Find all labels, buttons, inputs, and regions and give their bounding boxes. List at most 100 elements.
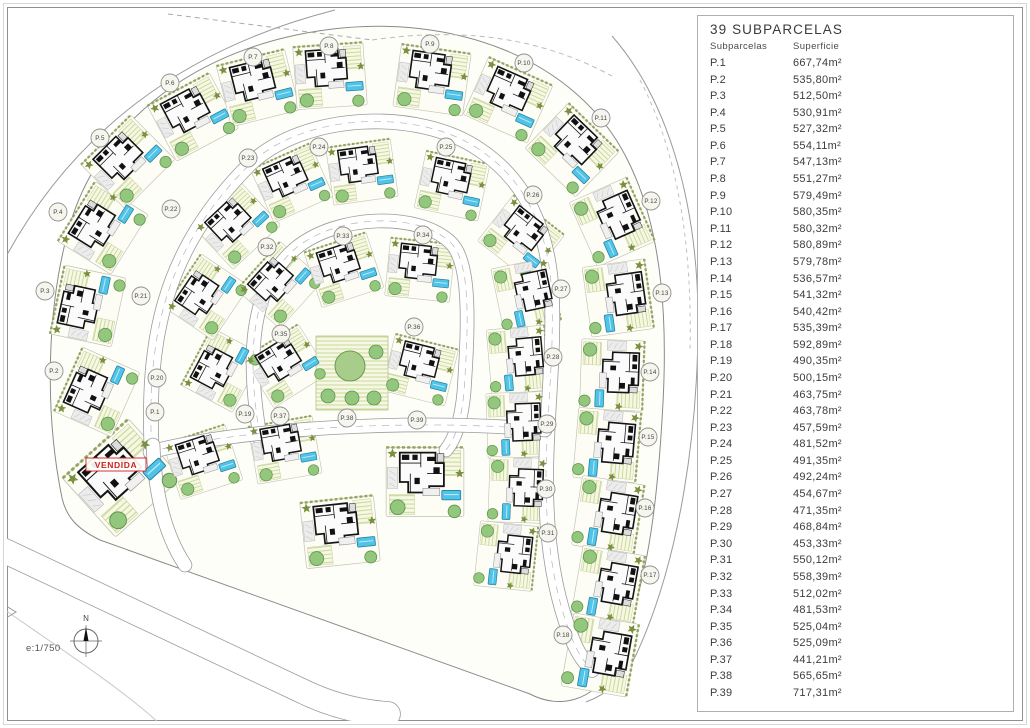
table-row: P.20 500,15m² [710,370,1007,387]
parcel-area: 579,49m² [793,189,842,202]
svg-text:P.6: P.6 [165,80,175,87]
villa-parcel [218,58,297,124]
table-row: P.24 481,52m² [710,436,1007,453]
villa-parcel [578,340,644,411]
villa-parcel [488,326,545,393]
villa-parcel [561,617,637,694]
villa-parcel [486,457,548,524]
svg-text:P.9: P.9 [425,41,435,48]
svg-text:P.27: P.27 [554,286,568,293]
parcel-id: P.6 [710,139,726,152]
villa-parcel [572,410,640,482]
parcel-id: P.8 [710,173,726,186]
svg-text:P.37: P.37 [273,413,287,420]
svg-text:VENDIDA: VENDIDA [95,460,137,470]
parcel-label: P.27 [551,279,571,299]
villa-parcel [418,152,486,221]
parcel-area: 579,78m² [793,255,842,268]
subparcels-panel: 39 SUBPARCELAS Subparcelas Superficie P.… [697,15,1014,712]
parcel-id: P.21 [710,388,733,401]
parcel-label: P.29 [537,414,557,434]
villa-parcel [253,154,331,219]
parcel-area: 454,67m² [793,488,842,501]
parcel-id: P.32 [710,570,733,583]
parcel-area: 481,52m² [793,438,842,451]
parcel-area: 457,59m² [793,421,842,434]
villa-parcel [571,480,643,552]
parcel-label: P.28 [543,347,563,367]
parcel-label: P.33 [333,226,353,246]
svg-text:P.3: P.3 [40,288,50,295]
svg-text:P.24: P.24 [312,144,326,151]
parcel-label: P.30 [536,479,556,499]
parcel-id: P.11 [710,222,732,235]
parcel-id: P.31 [710,554,733,567]
parcel-id: P.10 [710,206,733,219]
parcel-label: P.37 [270,406,290,426]
svg-text:P.2: P.2 [49,368,59,375]
parcel-area: 463,78m² [793,405,842,418]
parcel-area: 536,57m² [793,272,842,285]
parcel-area: 554,11m² [793,139,842,152]
table-row: P.14 536,57m² [710,271,1007,288]
table-row: P.12 580,89m² [710,237,1007,254]
villa-parcel [387,239,454,303]
parcel-label: P.14 [640,362,660,382]
villa-parcel [294,47,365,108]
col-subparcelas: Subparcelas [710,41,768,52]
villas [52,45,647,694]
parcel-area: 453,33m² [793,537,842,550]
parcel-label: P.35 [271,324,291,344]
parcel-label: P.36 [404,317,424,337]
parcel-label: P.24 [309,137,329,157]
svg-text:P.32: P.32 [260,244,274,251]
parcel-label: P.25 [436,137,456,157]
table-row: P.18 592,89m² [710,337,1007,354]
villa-parcel [150,86,236,156]
parcel-id: P.4 [710,106,726,119]
parcel-label: P.21 [131,286,151,306]
svg-text:P.28: P.28 [546,354,560,361]
parcel-id: P.37 [710,653,733,666]
villa-parcel [584,260,647,335]
table-row: P.25 491,35m² [710,453,1007,470]
table-row: P.38 565,65m² [710,668,1007,685]
parcel-id: P.3 [710,90,726,103]
parcel-labels: P.1 P.2 P.3 P.4 P.5 P.6 P.7 P.8 P.9 P.10 P.11 P.12 P… [35,34,672,645]
table-row: P.23 457,59m² [710,420,1007,437]
parcel-id: P.20 [710,371,733,384]
svg-text:P.10: P.10 [517,60,531,67]
table-row: P.3 512,50m² [710,88,1007,105]
table-row: P.21 463,75m² [710,387,1007,404]
table-row: P.17 535,39m² [710,320,1007,337]
parcel-label: P.9 [420,34,440,54]
svg-text:P.7: P.7 [248,54,258,61]
parcel-label: P.2 [44,361,64,381]
parcel-label: P.15 [638,427,658,447]
svg-text:P.35: P.35 [274,331,288,338]
parcel-id: P.27 [710,488,733,501]
parcel-id: P.28 [710,504,733,517]
parcel-label: P.31 [538,523,558,543]
parcel-area: 541,32m² [793,289,842,302]
parcel-id: P.17 [710,322,733,335]
parcel-area: 525,04m² [793,620,842,633]
parcel-label: P.17 [640,565,660,585]
compass-rose: N [70,614,102,657]
parcel-label: P.11 [591,108,611,128]
table-row: P.31 550,12m² [710,552,1007,569]
parcel-id: P.15 [710,289,733,302]
parcel-label: P.22 [161,199,181,219]
table-row: P.4 530,91m² [710,105,1007,122]
parcel-label: P.32 [257,237,277,257]
svg-text:P.22: P.22 [164,206,178,213]
parcel-label: P.13 [652,283,672,303]
svg-text:P.29: P.29 [540,421,554,428]
svg-text:P.4: P.4 [53,209,63,216]
table-row: P.8 551,27m² [710,171,1007,188]
parcel-label: P.26 [523,185,543,205]
parcel-label: P.10 [514,53,534,73]
parcel-area: 468,84m² [793,521,842,534]
villa-parcel [397,45,469,117]
col-superficie: Superficie [793,41,840,52]
